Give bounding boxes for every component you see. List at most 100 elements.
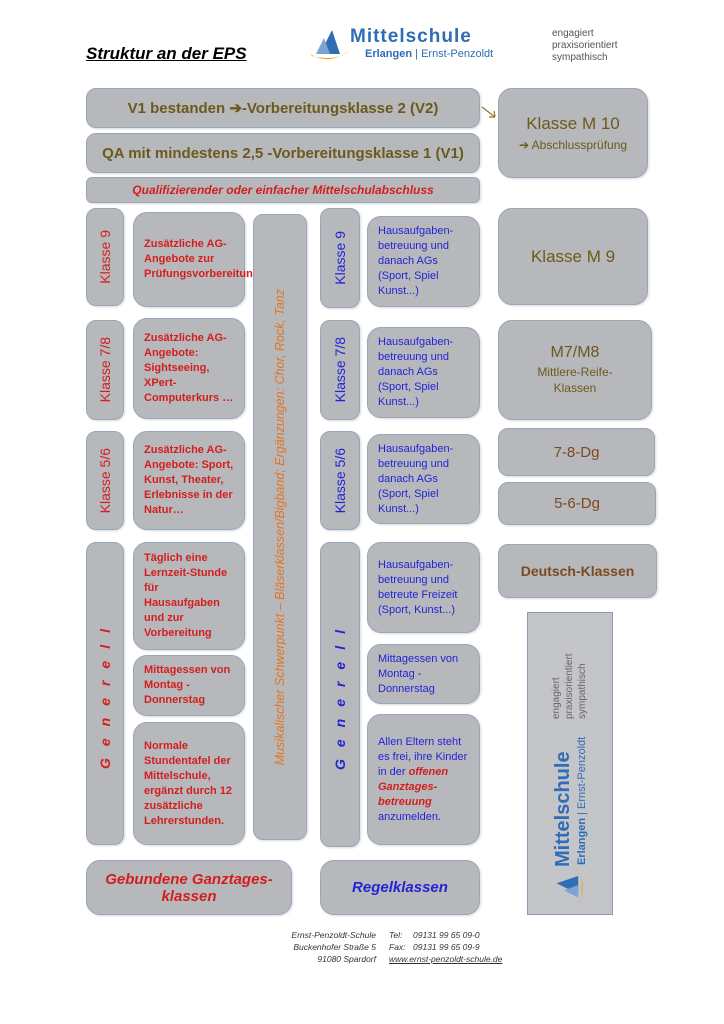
website-link[interactable]: www.ernst-penzoldt-schule.de — [389, 954, 503, 964]
m9-text: Klasse M 9 — [530, 246, 616, 266]
v2-box: V1 bestanden ➔-Vorbereitungsklasse 2 (V2… — [86, 88, 480, 128]
tagline-3: sympathisch — [552, 52, 608, 63]
vtagline-2: praxisorientiert — [564, 652, 575, 719]
sail-logo-icon — [310, 30, 350, 60]
v2-text: V1 bestanden ➔-Vorbereitungsklasse 2 (V2… — [127, 100, 439, 117]
fax-label: Fax: — [389, 942, 406, 952]
deutsch-box: Deutsch-Klassen — [498, 544, 657, 598]
logo-sub-right: Ernst-Penzoldt — [421, 48, 494, 60]
mid-g2-box: Mittagessen von Montag - Donnerstag — [367, 644, 480, 704]
left-k9-box: Zusätzliche AG-Angebote zur Prüfungsvorb… — [133, 212, 263, 307]
left-generell: Generell — [86, 542, 124, 845]
left-g3-text: Normale Stundentafel der Mittelschule, e… — [144, 739, 233, 827]
left-klasse-56: Klasse 5/6 — [86, 431, 124, 530]
mid-klasse-9: Klasse 9 — [320, 208, 360, 308]
vtagline-1: engagiert — [551, 676, 562, 719]
left-klasse-9: Klasse 9 — [86, 208, 124, 306]
sail-logo-vertical-icon — [556, 866, 583, 903]
mid-klasse-56: Klasse 5/6 — [320, 431, 360, 530]
vtagline-3: sympathisch — [577, 662, 588, 719]
m10-box: Klasse M 10 ➔ Abschlussprüfung — [498, 88, 648, 178]
logo-sub: Erlangen | Ernst-Penzoldt — [365, 48, 494, 60]
vertical-logo-tagline: engagiert praxisorientiert sympathisch — [550, 653, 589, 719]
logo-name: Mittelschule — [350, 26, 472, 47]
footer-contact: Tel: 09131 99 65 09-0 Fax: 09131 99 65 09-… — [389, 929, 502, 965]
footer-address: Ernst-Penzoldt-Schule Buckenhofer Straße… — [260, 929, 376, 965]
m78-sub: Mittlere-Reife-Klassen — [537, 365, 613, 395]
footer-street: Buckenhofer Straße 5 — [293, 942, 376, 952]
vertical-logo-sub: Erlangen | Ernst-Penzoldt — [576, 736, 588, 865]
left-k56-box: Zusätzliche AG-Angebote: Sport, Kunst, T… — [133, 431, 245, 530]
left-k78-box: Zusätzliche AG-Angebote: Sightseeing, XP… — [133, 318, 245, 419]
logo-sub-left: Erlangen — [365, 48, 413, 60]
vertical-logo: Mittelschule Erlangen | Ernst-Penzoldt e… — [527, 612, 613, 915]
mid-k9-label: Klasse 9 — [332, 231, 348, 285]
mid-g3-highlight: offenen Ganztages-betreuung — [378, 765, 449, 808]
mid-k56-text: Hausaufgaben-betreuung und danach AGs (S… — [378, 442, 454, 515]
vertical-logo-sub-right: Ernst-Penzoldt — [576, 736, 588, 809]
mid-g1-text: Hausaufgaben-betreuung und betreute Frei… — [378, 558, 458, 616]
vertical-logo-sub-left: Erlangen — [576, 817, 588, 865]
mid-k56-label: Klasse 5/6 — [332, 447, 348, 514]
left-generell-label: Generell — [97, 617, 113, 770]
fax-value: 09131 99 65 09-9 — [413, 942, 480, 952]
deutsch-text: Deutsch-Klassen — [520, 563, 635, 579]
left-g1-text: Täglich eine Lernzeit-Stunde für Hausauf… — [144, 552, 228, 639]
m78-title: M7/M8 — [550, 344, 600, 361]
m10-sub: ➔ Abschlussprüfung — [518, 138, 628, 152]
arrow-icon — [481, 106, 496, 118]
v1-text: QA mit mindestens 2,5 -Vorbereitungsklas… — [102, 144, 464, 162]
dg56-text: 5-6-Dg — [554, 495, 600, 512]
school-logo: Mittelschule Erlangen | Ernst-Penzoldt — [310, 26, 550, 66]
mid-k78-label: Klasse 7/8 — [332, 337, 348, 403]
mid-k56-box: Hausaufgaben-betreuung und danach AGs (S… — [367, 434, 480, 524]
left-g2-text: Mittagessen von Montag - Donnerstag — [144, 664, 231, 706]
gebundene-text: Gebundene Ganztages-klassen — [105, 870, 273, 905]
dg78-text: 7-8-Dg — [553, 443, 600, 461]
mid-generell: Generell — [320, 542, 360, 847]
footer-name: Ernst-Penzoldt-Schule — [291, 930, 376, 940]
vertical-logo-name: Mittelschule — [552, 750, 574, 867]
left-k56-text: Zusätzliche AG-Angebote: Sport, Kunst, T… — [144, 444, 234, 516]
left-g3-box: Normale Stundentafel der Mittelschule, e… — [133, 722, 245, 845]
m9-box: Klasse M 9 — [498, 208, 648, 305]
tel-value: 09131 99 65 09-0 — [413, 930, 480, 940]
m78-box: M7/M8 Mittlere-Reife-Klassen — [498, 320, 652, 420]
left-k56-label: Klasse 5/6 — [97, 447, 113, 514]
tagline-2: praxisorientiert — [552, 40, 618, 51]
left-k9-text: Zusätzliche AG-Angebote zur Prüfungsvorb… — [144, 238, 263, 280]
regelklassen-text: Regelklassen — [352, 879, 448, 896]
regelklassen-box: Regelklassen — [320, 860, 480, 915]
m10-title: Klasse M 10 — [526, 114, 620, 133]
left-k78-label: Klasse 7/8 — [97, 337, 113, 403]
mid-generell-label: Generell — [332, 618, 348, 771]
mid-g3-box: Allen Eltern steht es frei, ihre Kinder … — [367, 714, 480, 845]
left-k78-text: Zusätzliche AG-Angebote: Sightseeing, XP… — [144, 332, 234, 404]
left-g1-box: Täglich eine Lernzeit-Stunde für Hausauf… — [133, 542, 245, 650]
abschluss-text: Qualifizierender oder einfacher Mittelsc… — [132, 183, 434, 197]
logo-tagline: engagiert praxisorientiert sympathisch — [552, 28, 618, 64]
left-k9-label: Klasse 9 — [97, 230, 113, 284]
left-klasse-78: Klasse 7/8 — [86, 320, 124, 420]
gebundene-box: Gebundene Ganztages-klassen — [86, 860, 292, 915]
music-box: Musikalischer Schwerpunkt – Bläserklasse… — [253, 214, 307, 840]
tel-label: Tel: — [389, 930, 403, 940]
left-g2-box: Mittagessen von Montag - Donnerstag — [133, 655, 245, 716]
mid-g3-a: Allen Eltern steht es frei, ihre Kinder … — [378, 735, 468, 778]
mid-g3-text: Allen Eltern steht es frei, ihre Kinder … — [378, 735, 469, 825]
music-text: Musikalischer Schwerpunkt – Bläserklasse… — [273, 288, 287, 766]
tagline-1: engagiert — [552, 28, 594, 39]
mid-k9-box: Hausaufgaben-betreuung und danach AGs (S… — [367, 216, 480, 307]
dg78-box: 7-8-Dg — [498, 428, 655, 476]
dg56-box: 5-6-Dg — [498, 482, 656, 525]
page-title: Struktur an der EPS — [86, 44, 247, 63]
mid-g2-text: Mittagessen von Montag - Donnerstag — [378, 652, 459, 695]
mid-klasse-78: Klasse 7/8 — [320, 320, 360, 420]
v1-box: QA mit mindestens 2,5 -Vorbereitungsklas… — [86, 133, 480, 173]
footer-city: 91080 Spardorf — [317, 954, 376, 964]
mid-k78-text: Hausaufgaben-betreuung und danach AGs (S… — [378, 336, 454, 408]
mid-g1-box: Hausaufgaben-betreuung und betreute Frei… — [367, 542, 480, 633]
mid-k78-box: Hausaufgaben-betreuung und danach AGs (S… — [367, 327, 480, 418]
mid-g3-c: anzumelden. — [378, 810, 441, 823]
